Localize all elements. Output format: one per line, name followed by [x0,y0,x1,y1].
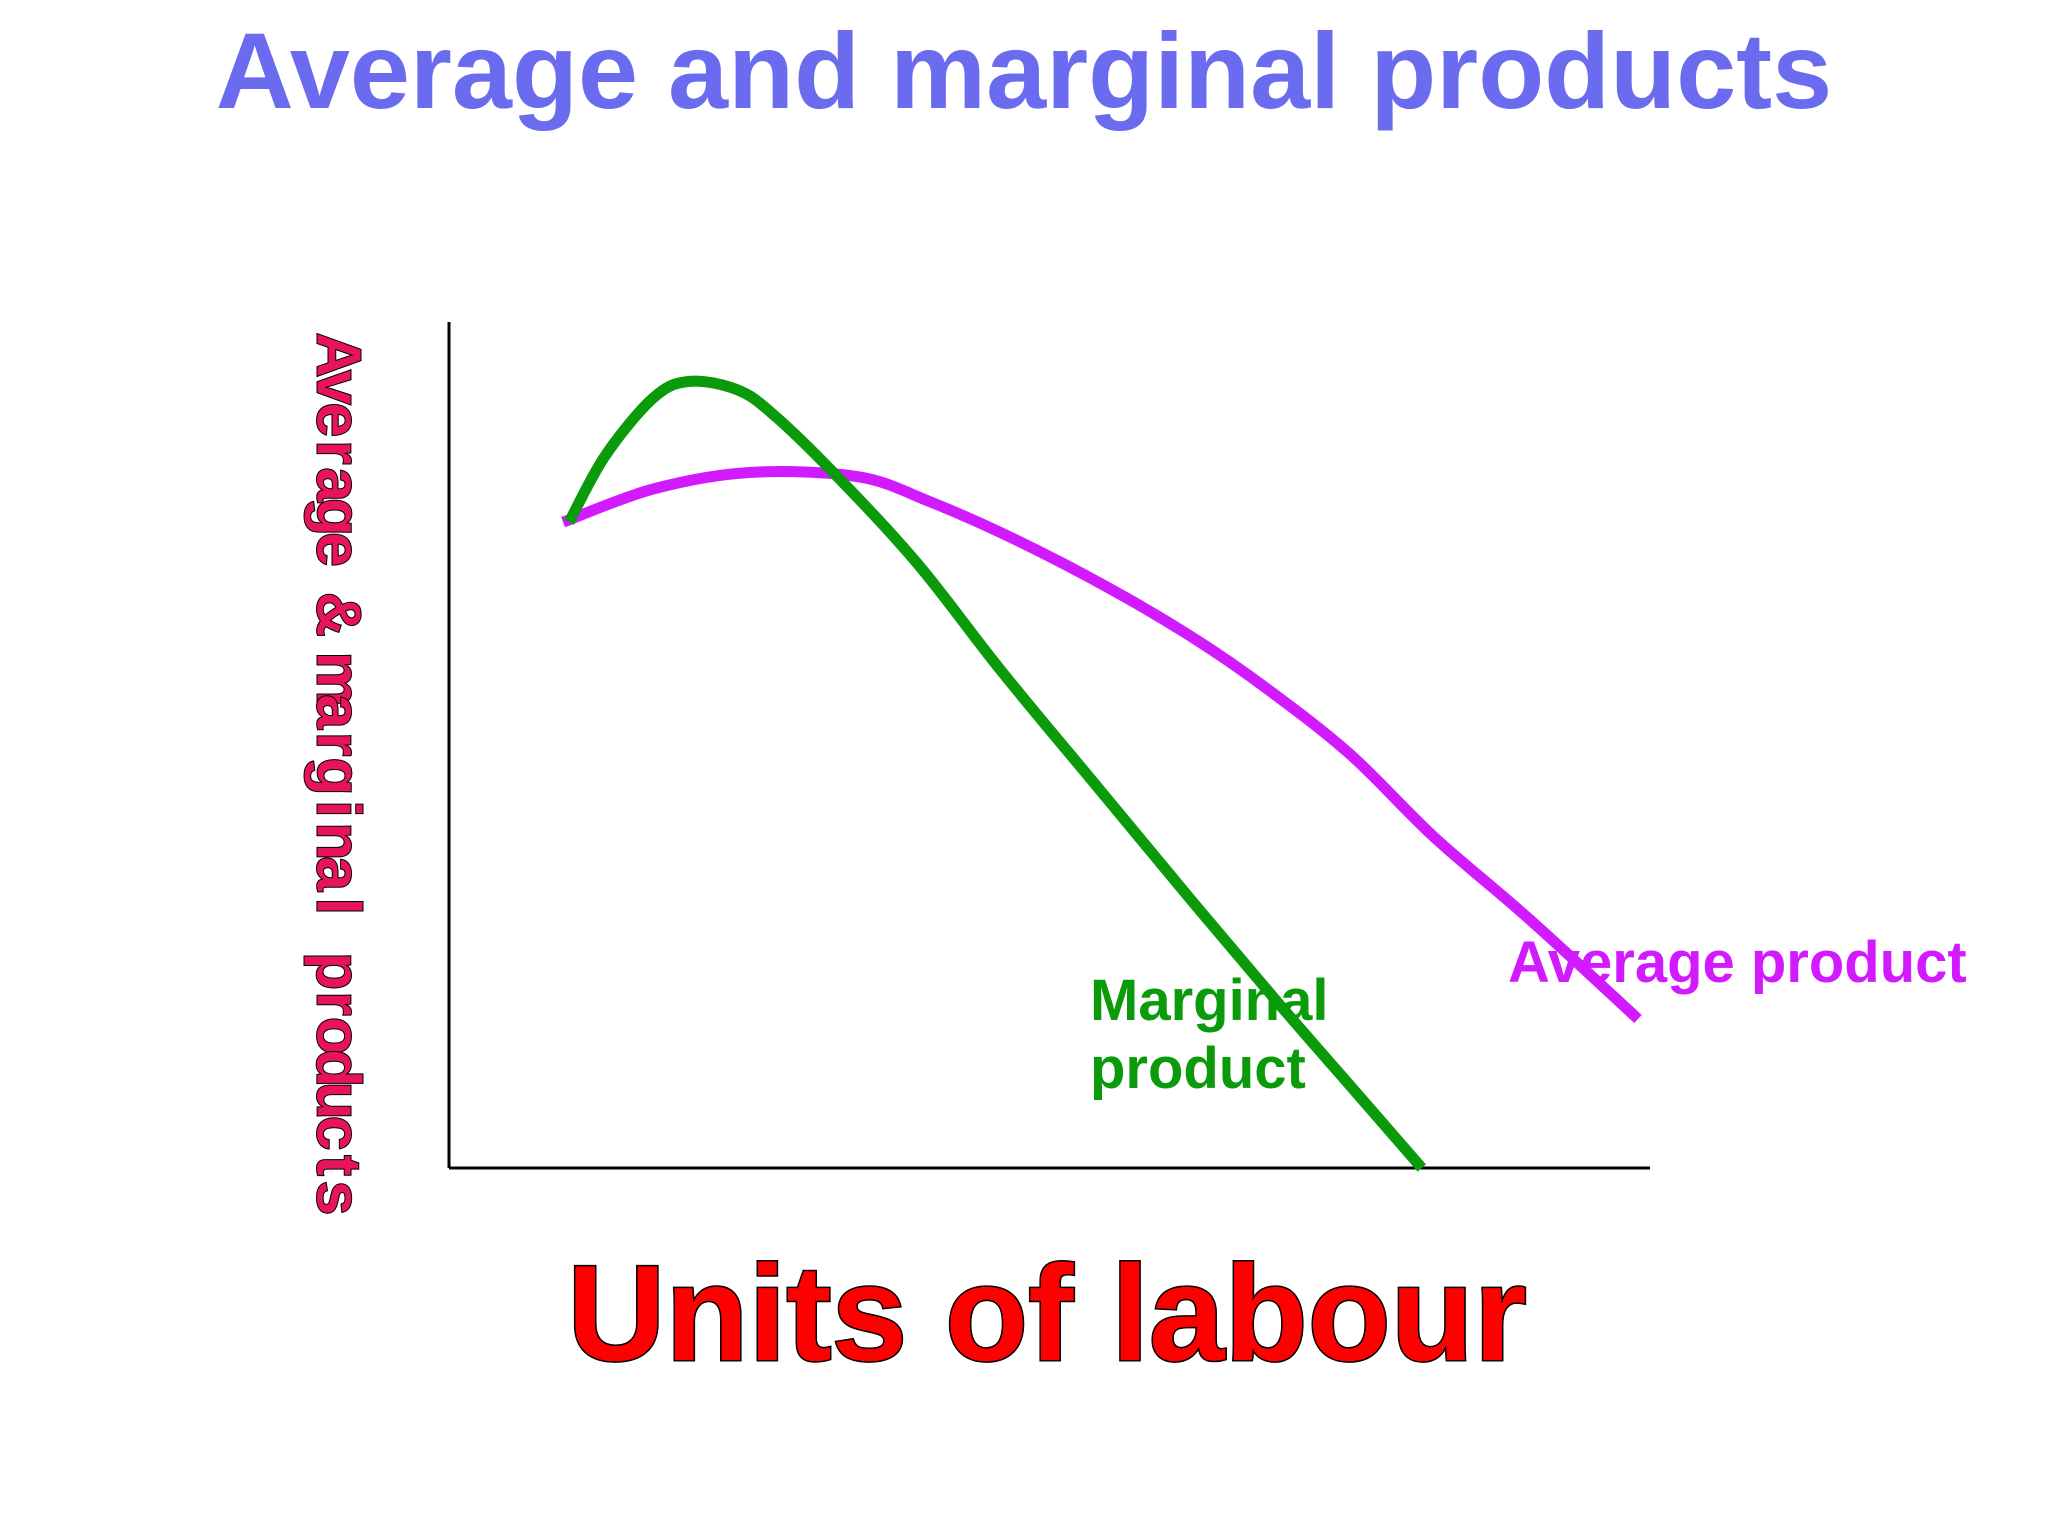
y-axis-label-char: n [304,822,373,860]
chart-title: Average and marginal products [216,10,1832,131]
y-axis-label-char: r [304,440,373,464]
series-layer [561,375,1642,1172]
y-axis-label-char: A [304,333,373,378]
y-axis-label-char: i [304,800,373,817]
y-axis-label-char: g [304,758,373,796]
y-axis-label-char: o [304,1017,373,1055]
axes [447,322,1650,1170]
marginal-product-label-line: Marginal [1090,968,1329,1033]
series-labels: Marginal product Average product [1090,930,1967,1101]
average-product-line [561,466,1642,1024]
y-axis-label-char: & [304,592,373,637]
y-axis-label-char: l [304,898,373,915]
y-axis-label-char: u [304,1082,373,1120]
y-axis-label-char: p [304,952,373,990]
y-axis-label-char: v [304,370,373,405]
y-axis-label-char: m [304,652,373,707]
average-product-label: Average product [1508,930,1967,995]
y-axis-label-char: g [304,498,373,536]
y-axis-label-char: a [304,857,373,892]
y-axis-label-char: t [304,1155,373,1176]
x-axis-label: Units of labour [567,1237,1527,1389]
y-axis-label-char: c [304,1116,373,1150]
marginal-product-line [564,375,1426,1172]
y-axis-label-char: a [304,467,373,502]
y-axis-label-char: a [304,694,373,729]
y-axis-label-char: d [304,1049,373,1087]
y-axis-label-char: e [304,403,373,437]
y-axis-label-char: r [304,991,373,1015]
y-axis-label-char: e [304,532,373,566]
average-product-label-line: Average product [1508,930,1967,995]
y-axis-label-char: r [304,732,373,756]
marginal-product-label: Marginal product [1090,968,1329,1101]
marginal-product-label-line: product [1090,1036,1306,1101]
y-axis-label-char: s [304,1181,373,1215]
